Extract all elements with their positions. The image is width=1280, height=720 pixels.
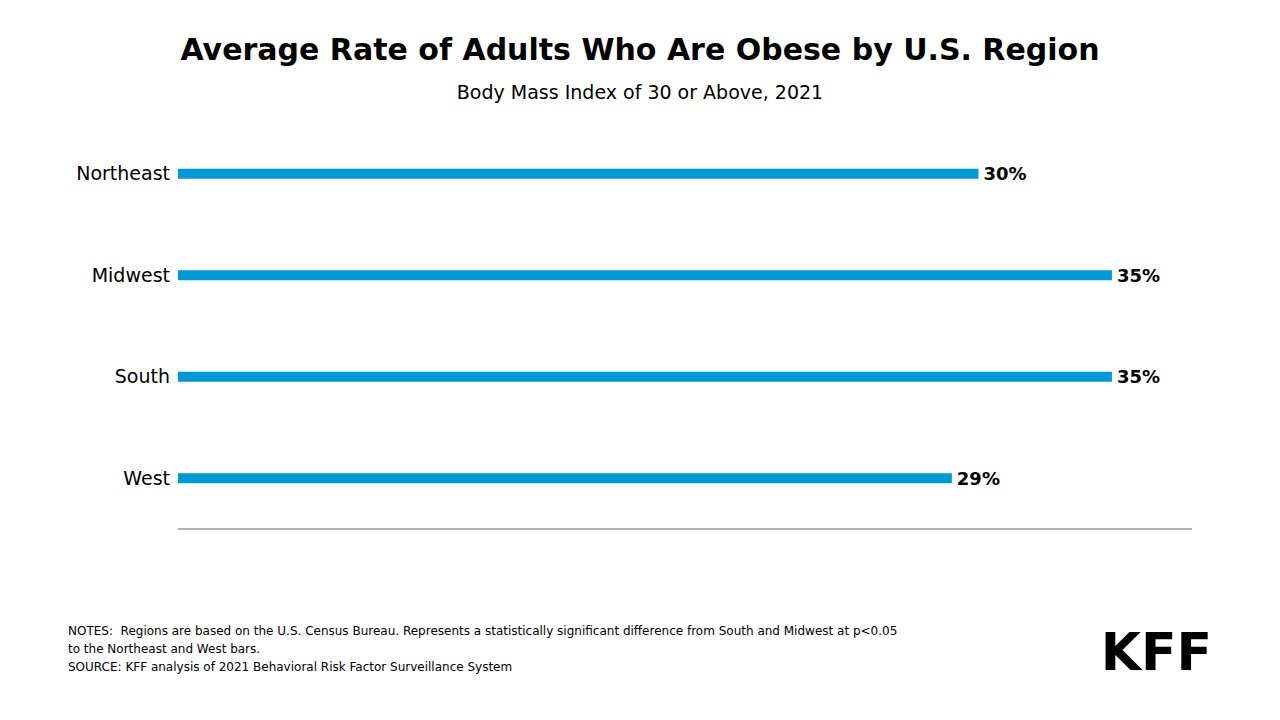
svg-text:35%: 35% [1117, 366, 1160, 387]
svg-text:South: South [115, 365, 170, 387]
html-text:SOURCE: KFF analysis of 2021 B: SOURCE: KFF analysis of 2021 Behavioral … [68, 660, 513, 674]
svg-text:West: West [123, 467, 170, 489]
svg-text:Midwest: Midwest [92, 264, 170, 286]
svg-text:30%: 30% [984, 163, 1027, 184]
html-text:Average Rate of Adults Who Are: Average Rate of Adults Who Are Obese by … [180, 32, 1100, 67]
svg-text:35%: 35% [1117, 265, 1160, 286]
svg-text:29%: 29% [957, 468, 1000, 489]
svg-text:Northeast: Northeast [76, 162, 170, 184]
html-text:NOTES: Regions are based on th: NOTES: Regions are based on the U.S. Cen… [68, 624, 898, 638]
html-text:Body Mass Index of 30 or Above: Body Mass Index of 30 or Above, 2021 [456, 81, 824, 103]
html-text:to the Northeast and West bars: to the Northeast and West bars. [68, 642, 261, 656]
html-text:KFF: KFF [1100, 622, 1212, 682]
